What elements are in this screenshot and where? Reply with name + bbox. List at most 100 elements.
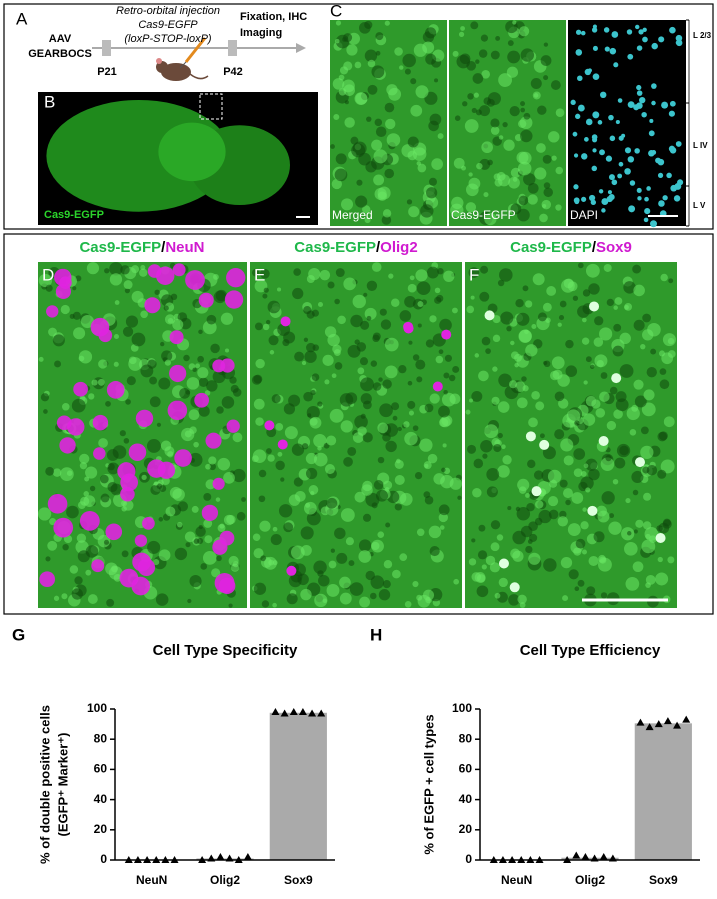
x-tick-label: Olig2: [575, 873, 605, 887]
texture: [399, 492, 413, 506]
texture: [644, 527, 659, 541]
texture: [449, 393, 461, 405]
texture: [336, 552, 348, 564]
texture: [241, 497, 246, 502]
neuron: [142, 517, 155, 530]
texture: [482, 453, 488, 459]
texture: [292, 287, 304, 300]
chart-title: Cell Type Efficiency: [520, 642, 661, 659]
texture: [495, 35, 501, 41]
nucleus: [599, 91, 607, 99]
texture: [306, 342, 316, 353]
texture: [424, 495, 434, 505]
texture: [106, 449, 119, 461]
texture: [254, 322, 263, 331]
texture: [589, 364, 595, 370]
texture: [125, 315, 139, 328]
texture: [120, 265, 130, 275]
texture: [444, 354, 452, 362]
texture: [213, 274, 219, 280]
texture: [512, 550, 524, 562]
chart-title: Cell Type Specificity: [153, 642, 298, 659]
texture: [518, 26, 530, 37]
texture: [181, 427, 195, 442]
nucleus: [618, 135, 624, 141]
texture: [565, 499, 571, 506]
nucleus: [618, 161, 624, 167]
endpoint-text: Imaging: [240, 27, 282, 39]
nucleus: [657, 172, 664, 178]
texture: [394, 47, 403, 56]
texture: [479, 291, 490, 302]
texture: [367, 59, 376, 68]
texture: [310, 490, 315, 496]
bar: [269, 712, 327, 860]
data-point: [216, 852, 225, 860]
texture: [326, 583, 340, 597]
stain-separator: /: [592, 239, 597, 256]
texture: [335, 153, 347, 165]
nucleus: [638, 29, 644, 35]
texture: [487, 92, 501, 106]
texture: [594, 316, 604, 326]
texture: [396, 458, 401, 464]
nucleus: [570, 99, 576, 105]
texture: [498, 73, 513, 87]
texture: [156, 483, 163, 489]
nucleus: [575, 113, 581, 120]
texture: [45, 284, 53, 292]
texture: [588, 555, 599, 567]
texture: [612, 478, 619, 485]
stain-marker: Olig2: [380, 239, 418, 256]
nucleus: [655, 157, 661, 164]
texture: [512, 20, 517, 25]
texture: [500, 311, 514, 325]
neuron: [73, 381, 88, 397]
texture: [619, 332, 631, 345]
x-tick-label: Sox9: [284, 873, 313, 887]
neuron: [169, 330, 184, 345]
texture: [546, 286, 557, 296]
texture: [123, 438, 130, 444]
stain-separator: /: [376, 239, 381, 256]
texture: [355, 195, 368, 208]
texture: [468, 267, 480, 278]
texture: [272, 602, 277, 608]
texture: [633, 284, 645, 297]
texture: [172, 319, 184, 331]
texture: [434, 78, 439, 83]
texture: [646, 367, 657, 378]
texture: [128, 356, 137, 365]
texture: [476, 162, 483, 170]
texture: [403, 421, 410, 428]
nucleus: [580, 30, 586, 36]
texture: [384, 365, 398, 379]
texture: [408, 340, 413, 345]
texture: [472, 488, 482, 498]
texture: [441, 467, 446, 473]
texture: [380, 319, 392, 330]
timepoint-block: [102, 40, 111, 56]
texture: [371, 502, 378, 509]
texture: [324, 379, 330, 385]
texture: [318, 574, 330, 587]
nucleus: [572, 131, 578, 137]
texture: [431, 158, 444, 170]
texture: [554, 429, 565, 440]
texture: [278, 504, 293, 518]
texture: [657, 469, 667, 479]
nucleus: [592, 148, 597, 153]
stain-green: Cas9-EGFP: [294, 239, 376, 256]
texture: [372, 382, 382, 391]
texture: [195, 363, 201, 369]
texture: [543, 42, 549, 47]
texture: [518, 329, 532, 343]
texture: [429, 545, 440, 557]
neuron: [105, 523, 123, 541]
texture: [481, 564, 487, 570]
texture: [357, 426, 367, 436]
texture: [373, 480, 384, 490]
texture: [574, 586, 580, 592]
neuron: [214, 573, 235, 593]
texture: [345, 392, 358, 405]
